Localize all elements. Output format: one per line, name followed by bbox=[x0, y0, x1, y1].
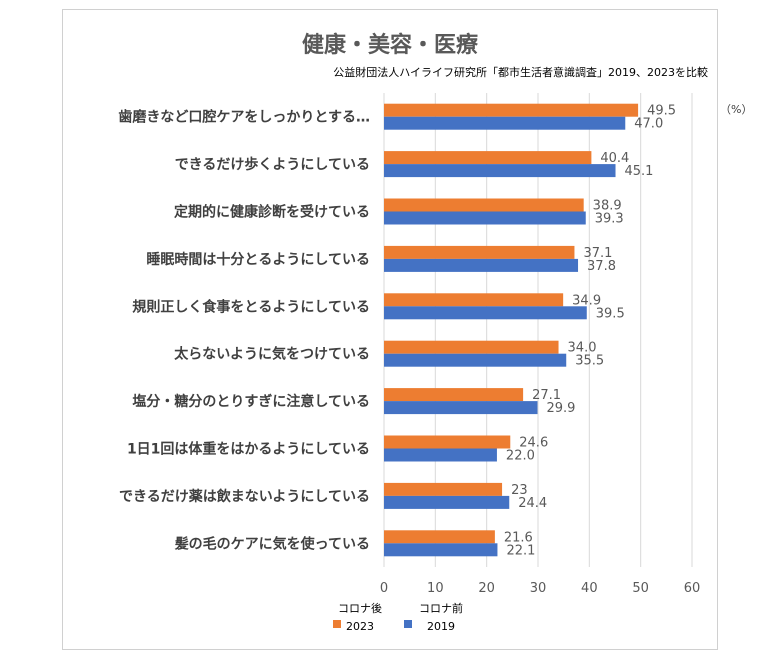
chart-subtitle: 公益財団法人ハイライフ研究所「都市生活者意識調査」2019、2023を比較 bbox=[333, 65, 708, 79]
data-label-2023: 34.0 bbox=[568, 341, 597, 356]
data-label-2019: 24.4 bbox=[518, 496, 547, 511]
bar-2023 bbox=[384, 103, 639, 117]
data-label-2023: 23 bbox=[511, 483, 528, 498]
category-label: 定期的に健康診断を受けている bbox=[174, 204, 370, 221]
x-tick-label: 0 bbox=[380, 581, 388, 596]
data-label-2023: 38.9 bbox=[593, 199, 622, 214]
category-label: 太らないように気をつけている bbox=[174, 346, 370, 363]
bar-2023 bbox=[384, 198, 584, 212]
bar-2019 bbox=[384, 495, 510, 509]
data-label-2019: 22.0 bbox=[506, 449, 535, 464]
bar-2019 bbox=[384, 258, 579, 272]
data-label-2023: 21.6 bbox=[504, 530, 533, 545]
bar-2023 bbox=[384, 340, 559, 354]
bar-2023 bbox=[384, 293, 564, 307]
x-axis-ticks: 0 10 20 30 40 50 60 bbox=[380, 581, 700, 596]
bar-2023 bbox=[384, 530, 495, 544]
bar-2023 bbox=[384, 435, 511, 449]
data-label-2019: 29.9 bbox=[546, 401, 575, 416]
data-label-2019: 47.0 bbox=[634, 117, 663, 132]
data-label-2023: 37.1 bbox=[583, 246, 612, 261]
data-label-2019: 22.1 bbox=[506, 543, 535, 558]
data-label-2019: 39.3 bbox=[595, 212, 624, 227]
x-tick-label: 10 bbox=[427, 581, 444, 596]
category-label: 歯磨きなど口腔ケアをしっかりとする… bbox=[118, 109, 370, 126]
legend-swatch-2019 bbox=[404, 620, 412, 628]
legend-label-2019-line1: コロナ前 bbox=[419, 601, 463, 615]
bar-2023 bbox=[384, 388, 524, 402]
bar-2023 bbox=[384, 151, 592, 165]
x-tick-label: 30 bbox=[530, 581, 547, 596]
chart-title: 健康・美容・医療 bbox=[302, 32, 478, 58]
data-label-2023: 34.9 bbox=[572, 293, 601, 308]
data-label-2019: 45.1 bbox=[625, 164, 654, 179]
bar-2023 bbox=[384, 245, 575, 259]
bars bbox=[384, 103, 639, 557]
category-labels: 歯磨きなど口腔ケアをしっかりとする… できるだけ歩くようにしている定期的に健康診断… bbox=[118, 109, 370, 553]
category-label: できるだけ歩くようにしている bbox=[175, 156, 370, 173]
category-label: 1日1回は体重をはかるようにしている bbox=[127, 441, 370, 458]
x-tick-label: 60 bbox=[684, 581, 701, 596]
x-tick-label: 20 bbox=[478, 581, 495, 596]
bar-2019 bbox=[384, 401, 538, 415]
bar-2019 bbox=[384, 353, 567, 367]
data-label-2023: 49.5 bbox=[647, 104, 676, 119]
data-label-2023: 27.1 bbox=[532, 388, 561, 403]
legend-swatch-2023 bbox=[333, 620, 341, 628]
data-label-2019: 35.5 bbox=[575, 354, 604, 369]
category-label: 規則正しく食事をとるようにしている bbox=[132, 298, 370, 315]
x-tick-label: 50 bbox=[632, 581, 649, 596]
data-labels: 49.547.0 40.445.1 38.939.3 37.137.8 34.939.5… bbox=[504, 104, 676, 559]
bar-2019 bbox=[384, 448, 497, 462]
unit-label: （%） bbox=[720, 103, 752, 116]
category-label: 睡眠時間は十分とるようにしている bbox=[146, 251, 370, 268]
bar-2019 bbox=[384, 211, 586, 225]
category-label: できるだけ薬は飲まないようにしている bbox=[119, 488, 370, 505]
category-label: 髪の毛のケアに気を使っている bbox=[174, 535, 370, 552]
data-label-2019: 39.5 bbox=[596, 306, 625, 321]
bar-2019 bbox=[384, 164, 616, 178]
bar-2019 bbox=[384, 306, 587, 320]
bar-2019 bbox=[384, 543, 498, 557]
legend-label-2019-line2: 2019 bbox=[427, 620, 455, 633]
legend: コロナ後 2023 コロナ前 2019 bbox=[333, 601, 463, 633]
bar-2023 bbox=[384, 482, 503, 496]
data-label-2023: 40.4 bbox=[600, 151, 629, 166]
legend-label-2023-line1: コロナ後 bbox=[338, 601, 382, 615]
category-label: 塩分・糖分のとりすぎに注意している bbox=[132, 393, 370, 410]
legend-label-2023-line2: 2023 bbox=[346, 620, 374, 633]
x-tick-label: 40 bbox=[581, 581, 598, 596]
bar-2019 bbox=[384, 116, 626, 130]
data-label-2019: 37.8 bbox=[587, 259, 616, 274]
data-label-2023: 24.6 bbox=[519, 436, 548, 451]
